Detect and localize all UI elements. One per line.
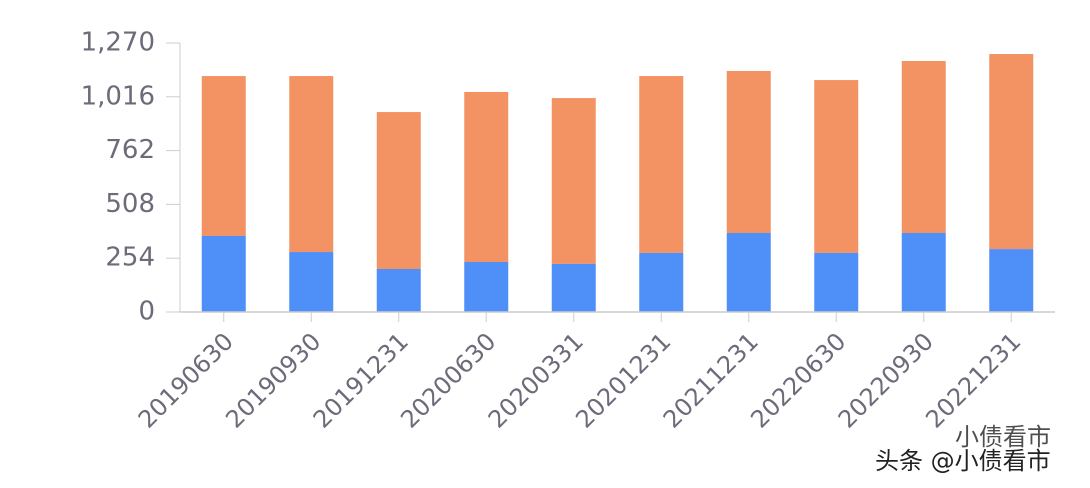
bar-segment — [464, 262, 509, 312]
y-tick-label: 762 — [105, 135, 155, 165]
bar-segment — [989, 249, 1034, 312]
y-tick-label: 508 — [105, 189, 155, 219]
y-tick-label: 254 — [105, 243, 155, 273]
bar-segment — [464, 91, 509, 263]
bar-segment — [989, 54, 1034, 250]
y-tick-label: 1,016 — [81, 81, 155, 111]
bar-segment — [289, 252, 334, 312]
bar-segment — [639, 76, 684, 253]
y-tick-label: 0 — [138, 297, 155, 327]
bar-segment — [376, 112, 421, 270]
watermark: 小债看市 — [955, 423, 1051, 451]
bar-segment — [639, 252, 684, 312]
x-tick-label: 20221231 — [920, 327, 1026, 433]
bar-segment — [726, 232, 771, 312]
bar-segment — [201, 235, 246, 312]
bar-segment — [551, 98, 596, 264]
bar-segment — [376, 269, 421, 312]
bar-segment — [551, 263, 596, 312]
bar-segment — [901, 232, 946, 312]
bar-segment — [289, 76, 334, 253]
bar-segment — [814, 252, 859, 312]
y-tick-label: 1,270 — [81, 28, 155, 58]
bar-segment — [901, 61, 946, 233]
watermark: 头条 @小债看市 — [875, 447, 1051, 475]
bar-segment — [814, 80, 859, 253]
bar-segment — [201, 76, 246, 236]
bar-segment — [726, 70, 771, 233]
